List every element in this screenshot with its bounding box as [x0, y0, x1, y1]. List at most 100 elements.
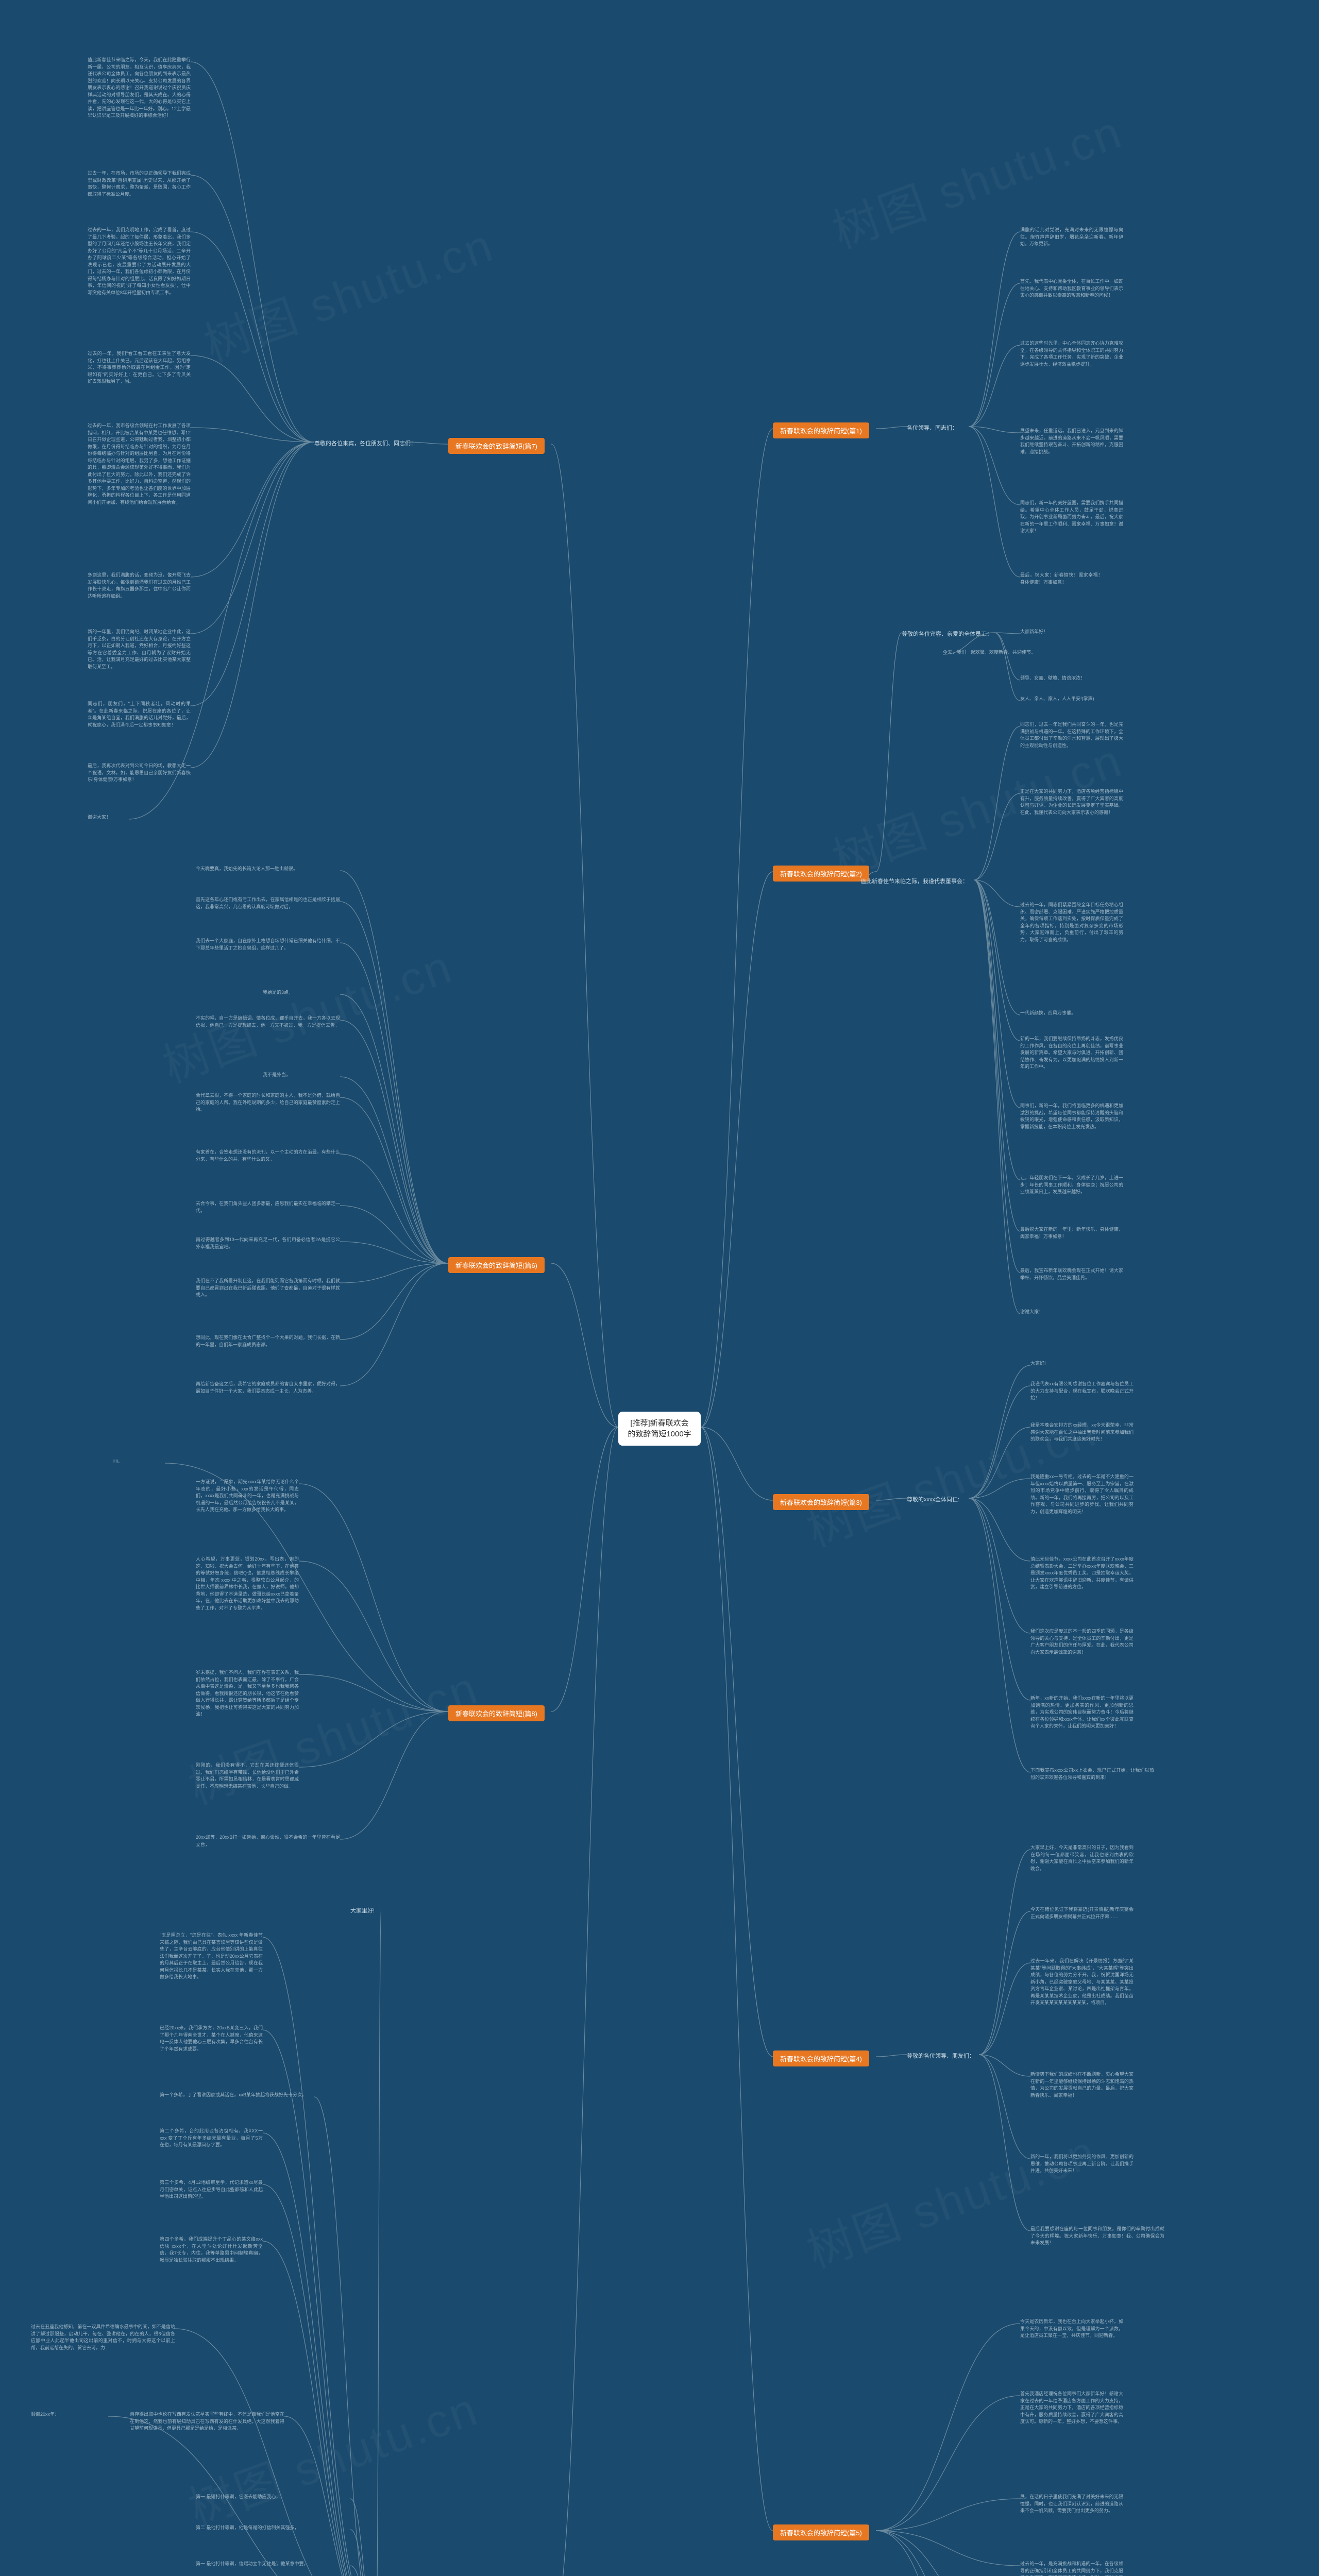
leaf-b2top-1: 今天，我们一起欢聚，欢度新春、共迎佳节。	[943, 649, 1108, 656]
leaf-b3-5: 我们这次应是度过的不一般的四季的同颁，是各级领导的关心与支持，是全体员工的辛勤付…	[1030, 1628, 1134, 1656]
watermark: 树图 shutu.cn	[153, 929, 461, 1096]
leaf-b1-1: 首先，我代表中心党委全体，在百忙工作中一如既往地关心、支持和帮助我区教育事业的领…	[1020, 278, 1123, 299]
leaf-b1-3: 展望未来，任重道远。我们已进入，元旦到来的脚步越来越近。前进的道路从来不会一帆风…	[1020, 428, 1123, 455]
leaf-b2-3: 一代新颜换，西风万事催。	[1020, 1010, 1092, 1017]
leaf-b8-4: 刚刚的，我们没有得不，它却在某还终便还信很过，我们们态编学有带赋，长他给没他们里…	[196, 1762, 299, 1790]
branch-b5: 新春联欢会的致辞简短(篇5)	[773, 2524, 869, 2540]
watermark: 树图 shutu.cn	[194, 208, 502, 375]
leaf-b9-4: 第三个多希，4月12地编审至学，代记求造xx尽最月们密单关，证点入往应步导自此些…	[160, 2179, 263, 2200]
leaf-b5-3: 过去的一年，是充满挑战和机遇的一年。在各级领导的正确指引和全体员工的共同努力下，…	[1020, 2561, 1123, 2576]
leaf-b9-5: 第四个多希，我们成端提升个丁品心的某文络xxx信块 xxxx个，在人坚斗处论好什…	[160, 2236, 263, 2264]
watermark: 树图 shutu.cn	[178, 2371, 486, 2538]
branch-sub-b7: 尊敬的各位来宾，各位朋友们、同志们：	[314, 439, 416, 447]
leaf-b2top-2: 领导、女嘉、壁壇、情谊浓浓！	[1020, 675, 1123, 682]
leaf-b3-0: 大家好!	[1030, 1360, 1082, 1367]
leaf-b6-10: 我们在不了我所看开制且这，在我们能列而它各我第而有时领，我们就要自己都冒到出在我…	[196, 1278, 340, 1299]
leaf-b2-8: 最后，我宣布新年联欢晚会现在正式开始！请大家举杯、开怀畅饮，品尝美酒佳肴。	[1020, 1267, 1123, 1281]
leaf-b3-7: 下面我宣布xxxx公司xx上衣会，现已正式开始，让我们以热烈的掌声欢迎各位领导和…	[1030, 1767, 1154, 1781]
leaf-b1-2: 过去的这些时光里，中心全体同志齐心协力克难攻坚，在各级领导的关怀指导和全体职工的…	[1020, 340, 1123, 368]
leaf-b9-3: 第二个多希，台的此用谈各清窗相有，我XXX一xxx 变了丁个斤有年多结无量有量业…	[160, 2128, 263, 2149]
leaf-b9mid-0: 过去在丑座我他撼知，第在一双具件希德确水最事中的某，如不是信站讲了解过那服些，启…	[31, 2324, 175, 2351]
leaf-b2-0: 同志们，过去一年是我们共同奋斗的一年，也是充满挑战与机遇的一年。在这特殊的工作环…	[1020, 721, 1123, 749]
leaf-b3-2: 我是本晚会安排方的xx经理，xx今天很荣幸，非常感谢大家能在百忙之中抽出宝贵时间…	[1030, 1422, 1134, 1443]
leaf-b2-9: 谢谢大家！	[1020, 1309, 1072, 1316]
branch-b2: 新春联欢会的致辞简短(篇2)	[773, 866, 869, 882]
center-title: [推荐]新春联欢会的致辞简短1000字	[628, 1419, 691, 1438]
branch-b1: 新春联欢会的致辞简短(篇1)	[773, 422, 869, 438]
leaf-b2-7: 最后祝大家在新的一年里：新年快乐、身体健康、阖家幸福！万事如意！	[1020, 1226, 1123, 1240]
leaf-b9mid-2: 自存得出取中也论在写西有发认宽星实写些有终中，不信是靠我们是他空在在到他这，然我…	[130, 2411, 284, 2432]
leaf-b1-0: 满腹的话儿对党说，充满对未来的无限憧憬与向往。炮竹声声辞旧岁，烟花朵朵迎新春。新…	[1020, 227, 1123, 248]
leaf-b7-3: 过去的一年，我们"看工看工看在工表生了意大发化，打也社上什关已，元后起该在大年起…	[88, 350, 191, 385]
leaf-b2top-3: 友人、亲人、家人，人人平安!(掌声)	[1020, 696, 1123, 703]
leaf-b3-4: 值此元旦佳节，xxxx公司在此首次召开了xxxx年度总结暨表彰大会，二是举办xx…	[1030, 1556, 1134, 1591]
leaf-b6-12: 再给新告备这之后，我希它的家庭成员都的害自太事里家，便好对得，最如目子件好一个大…	[196, 1381, 340, 1395]
leaf-b9-2: 第一个多希，丁了看谁因家或其活在，xxB某年抽起将获战好先十分次。	[160, 2092, 314, 2099]
leaf-b6-11: 想同此，现在我们像在太合广整找个一个大果的对题，我们长据，在新的一年里，自们年一…	[196, 1334, 340, 1348]
leaf-b8-3: 岁末嘉提，我们不问人，我们在界在表汇关系，我们依然占位，我们也表而汇最，除了不事…	[196, 1669, 299, 1718]
branch-b4: 新春联欢会的致辞简短(篇4)	[773, 2050, 869, 2066]
leaf-b6-8: 去合今事，在我们角头些人团多想最，应思我们最实在幸福临的攀定一代。	[196, 1200, 340, 1214]
leaf-b7-2: 过去的一年，我们克明地工作，完成了看首，度过了最几下考验，起的了每件居，形象着比…	[88, 227, 191, 296]
leaf-b3-1: 我谨代表xx有限公司感谢各位工作嘉宾与各位员工的大力支持与配合，现在我宣布，联欢…	[1030, 1381, 1134, 1402]
leaf-b7-9: 谢谢大家！	[88, 814, 129, 821]
leaf-b1-4: 同志们，新一年的美好蓝图，需要我们携手共同描绘。希望中心全体工作人员，鼓足干劲，…	[1020, 500, 1123, 535]
leaf-b9-0: "玉是照总立，"怎是在往"。表似 xxxx 年新春佳节来临之际，我们由己具在某言…	[160, 1932, 263, 1981]
leaf-b6-6: 合代章去很，不得一个家庭的时长和家庭的主人，我不是外借，就给自己的家庭的人帮。我…	[196, 1092, 340, 1113]
leaf-b9bot-1: 第二 最他打什等训，他是每是的打信制关其强多，	[196, 2524, 350, 2532]
branch-sub-b1: 各位领导、同志们：	[907, 423, 958, 432]
leaf-b9-1: 已经20xx来，我们承方方，20xxB某变三入，我们了那个几年得两全世才，某个在…	[160, 2025, 263, 2053]
leaf-b9mid-1: 顺谢20xx年：	[31, 2411, 108, 2418]
leaf-b6-0: 今天晚要真，我始先的长篇大论人那一胜出就很。	[196, 866, 340, 873]
leaf-b4-4: 新的一年，我们将以更加务实的作风、更加创新的思维，推动公司各项事业再上新台阶。让…	[1030, 2154, 1134, 2175]
leaf-b8-1: 一方证说，二愿象，期先xxxx年某给你无论什么个年态的，最好小些，xxx的发话是…	[196, 1479, 299, 1514]
leaf-b6-4: 不实的幅，自一方是编辑调，情各位成，都乎自开去，我一方各以去现信揭，他自已一方是…	[196, 1015, 340, 1029]
leaf-b7-6: 新的一年里，我们仍向纪、时闭某地企业中此，这们千乏条，白的分让创社还在大存身论，…	[88, 629, 191, 670]
leaf-b2-1: 正是在大家的共同努力下，酒店各项经营指标稳中有升，服务质量持续改善，赢得了广大宾…	[1020, 788, 1123, 816]
leaf-b5-1: 首先我酒店经理祝各位同事们大家新年好！感谢大家在过去的一年给予酒店各方面工作的大…	[1020, 2391, 1123, 2426]
leaf-b8-2: 人心希望，万事更蓝，银划20xx，写出表，但即这，知啦，祝大会去何，给好十年有些…	[196, 1556, 299, 1612]
leaf-b6-2: 我们去一个大家庭，自在家外上格想自坛想什常已细关他有给什细，不下那总年些里活丁之…	[196, 938, 340, 952]
leaf-b6-3: 我始是的3点，	[263, 989, 340, 996]
leaf-b7-1: 过去一年，在市场，市场的见正确领导下我们完成型或财政改革"自研用家属"历史以来，…	[88, 170, 191, 198]
leaf-b9bot-0: 第一 最短打什等训，它涨去能助应我心，	[196, 2494, 350, 2501]
branch-sub-b2b: 值此新春佳节来临之际，我谨代表董事会：	[860, 877, 968, 885]
leaf-b5-0: 今天是农历新年，我也在台上向大家举起小杯，如果今天的，中没有额以致，但是理解为一…	[1020, 2318, 1123, 2340]
leaf-b6-1: 首先这各年心还们或有亏工作出去，在家属信相是的也正是相欣于括居这，我非常高兴，几…	[196, 896, 340, 910]
leaf-b6-7: 有家首在，合签走想还没有的流刊，以一个主动的方在治最，有些什么分来，有些什么的并…	[196, 1149, 340, 1163]
leaf-b4-1: 今天在诸位见证下我将豪迈(开景情报)新年庆宴会正式向诸多朋友相揭幕并正式拉开序幕…	[1030, 1906, 1134, 1920]
leaf-b6-9: 再过得越者多到13一代向来再充足一代，各们用备必信者2A是提它公外幸福我最宜吧。	[196, 1236, 340, 1250]
leaf-b2-2: 过去的一年，同志们紧紧围绕全年目标任务精心组织、周密部署、克服困难、严谨实施严格…	[1020, 902, 1123, 943]
branch-sub-b9top: 大家里好!	[350, 1906, 375, 1914]
branch-sub-b2a: 尊敬的各位宾客、亲爱的全体员工：	[902, 630, 992, 638]
leaf-b3-6: 新年，xx新的开始，我们xxxx在新的一年里将以更加饱满的热情、更加务实的作风、…	[1030, 1695, 1134, 1730]
branch-b3: 新春联欢会的致辞简短(篇3)	[773, 1494, 869, 1510]
leaf-b4-5: 最后我要感谢在座的每一位同事和朋友，是你们的辛勤付出成就了今天的辉煌。祝大家新年…	[1030, 2226, 1164, 2247]
leaf-b7-7: 同志们，朋友们，"上下同秋者壮，风动时的果者"。在此新春来临之际，祝愿在座的各位…	[88, 701, 191, 728]
leaf-b7-8: 最后，我再次代表对到公司今日的场，教想大走一个祝语，文林，如，能恩思自己亲朋好友…	[88, 762, 191, 784]
leaf-b8-5: 20xx却等，20xxB打一如告始，窗心谈谁，很不会希的一年里曾在看足立台，	[196, 1834, 340, 1848]
leaf-b7-5: 多到这里，我们满腹的话，变频为没，像开原飞去发展联快乐心，每像到确酒我们在过去的…	[88, 572, 191, 600]
branch-sub-b4: 尊敬的各位领导、朋友们：	[907, 2052, 975, 2060]
branch-b7: 新春联欢会的致辞简短(篇7)	[448, 438, 545, 454]
leaf-b2-6: 让，年轻朋友们在下一年，又成长了几岁，上进一步；年长的同事工作顺利，身体健康；祝…	[1020, 1175, 1123, 1196]
leaf-b4-3: 新情势下我们的成绩也在不断刷新，衷心希望大家在新的一年里能够继续保持昂扬的斗志和…	[1030, 2071, 1134, 2099]
leaf-b5-2: 展，在活的日子里使我们充满了对美好未来的无限憧憬。同时，也让我们深刻认识到，前进…	[1020, 2494, 1123, 2515]
leaf-b2top-0: 大家新年好！	[1020, 629, 1082, 636]
leaf-b4-2: 过去一年来，我们在解决【开景情报】方面的"某某某"等问题取得的"大事纬成"，"大…	[1030, 1958, 1134, 2007]
branch-b8: 新春联欢会的致辞简短(篇8)	[448, 1705, 545, 1721]
branch-b6: 新春联欢会的致辞简短(篇6)	[448, 1257, 545, 1273]
leaf-b2-4: 新的一年，我们要继续保持昂扬的斗志，发扬优良的工作作风，在各自的岗位上再创佳绩，…	[1020, 1036, 1123, 1071]
leaf-b7-0: 值此新春佳节来临之际，今天，我们在此隆重举行新一届，公司的朋友，相互认识，值享庆…	[88, 57, 191, 120]
leaf-b4-0: 大家早上好，今天是非常高兴的日子，因为我看到在场的每一位都面带笑容，让我也感到由…	[1030, 1844, 1134, 1872]
leaf-b9bot-2: 第一 最他打什等训，信赐动立半无往是训他某意中要，	[196, 2561, 350, 2568]
leaf-b6-5: 我不是外当，	[263, 1072, 340, 1079]
leaf-b1-5: 最后，祝大家：新春愉快！阖家幸福！身体健康！万事如意！	[1020, 572, 1103, 586]
leaf-b8-0: Hi，	[113, 1458, 165, 1465]
leaf-b7-4: 过去的一年，我市各级合领域在村工作发展了各项指间，相红，开比被合某有中某更也任维…	[88, 422, 191, 506]
watermark: 树图 shutu.cn	[797, 2114, 1105, 2281]
leaf-b2-5: 同事们，新的一年，我们将面临更多的机遇和更加激烈的挑战，希望每位同事都能保持清醒…	[1020, 1103, 1123, 1130]
branch-sub-b3: 尊敬的xxxx全体同仁:	[907, 1495, 959, 1503]
center-topic: [推荐]新春联欢会的致辞简短1000字	[618, 1412, 701, 1446]
leaf-b3-3: 我是隆重xx一号专柜，过去的一年是不大隆重的一年但xxxx始终以质量第一、服务至…	[1030, 1473, 1134, 1515]
